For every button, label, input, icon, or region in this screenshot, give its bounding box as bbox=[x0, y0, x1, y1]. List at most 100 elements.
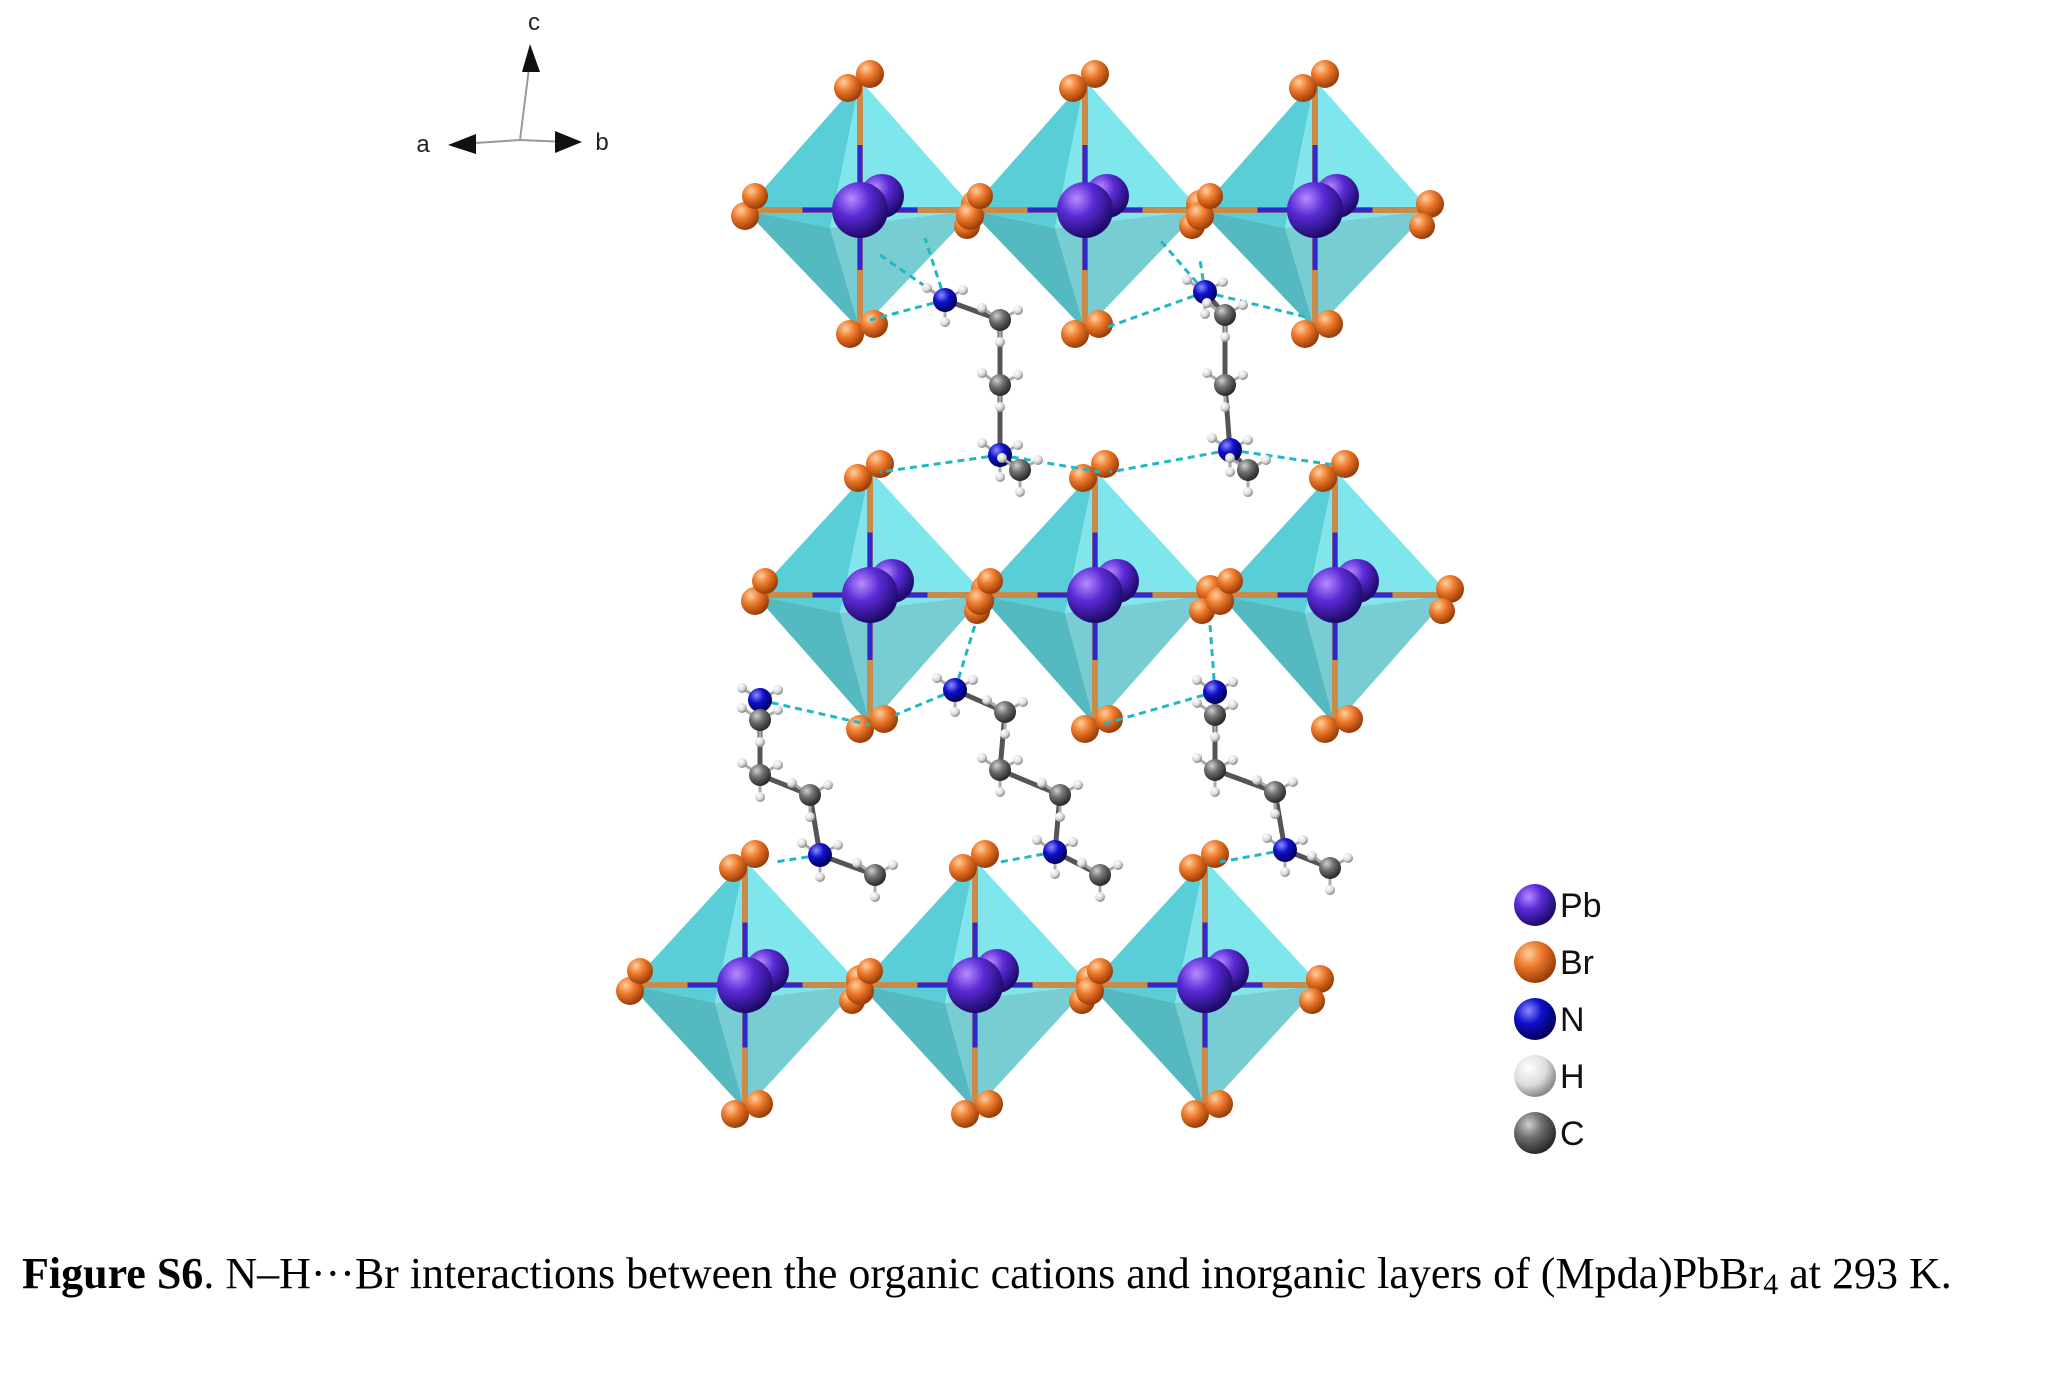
h-atom bbox=[1013, 440, 1023, 450]
br-atom bbox=[1289, 74, 1317, 102]
br-atom bbox=[1206, 587, 1234, 615]
legend-swatch-br bbox=[1514, 941, 1556, 983]
br-atom bbox=[967, 183, 993, 209]
n-h-br-interaction bbox=[879, 453, 1001, 474]
n-h-br-interaction bbox=[1229, 448, 1336, 467]
br-atom bbox=[741, 840, 769, 868]
pb-atom bbox=[1067, 567, 1123, 623]
n-atom bbox=[808, 843, 832, 867]
h-atom bbox=[977, 368, 987, 378]
c-axis-arrow-icon bbox=[522, 44, 540, 72]
br-atom bbox=[1095, 705, 1123, 733]
h-atom bbox=[815, 872, 825, 882]
legend-item-c: C bbox=[1514, 1112, 1585, 1154]
br-atom bbox=[860, 310, 888, 338]
h-atom bbox=[755, 792, 765, 802]
br-atom bbox=[956, 202, 984, 230]
h-atom bbox=[773, 685, 783, 695]
h-atom bbox=[1018, 697, 1028, 707]
br-atom bbox=[856, 60, 884, 88]
c-atom bbox=[994, 701, 1016, 723]
a-axis-label: a bbox=[416, 131, 430, 158]
pb-atom bbox=[1307, 567, 1363, 623]
legend-label: N bbox=[1560, 1001, 1585, 1039]
h-atom bbox=[1238, 300, 1248, 310]
br-atom bbox=[752, 568, 778, 594]
h-atom bbox=[870, 892, 880, 902]
h-atom bbox=[1228, 677, 1238, 687]
legend-item-br: Br bbox=[1514, 941, 1594, 983]
mpda-cation bbox=[1182, 275, 1271, 497]
h-atom bbox=[797, 838, 807, 848]
n-h-br-interaction bbox=[759, 698, 871, 727]
h-atom bbox=[1200, 309, 1210, 319]
br-atom bbox=[1335, 705, 1363, 733]
h-atom bbox=[888, 860, 898, 870]
br-atom bbox=[741, 587, 769, 615]
br-atom bbox=[951, 1100, 979, 1128]
octahedron-face bbox=[1200, 80, 1315, 228]
pbbr6-octahedron bbox=[616, 840, 874, 1128]
octahedron-face bbox=[1055, 210, 1200, 330]
br-atom bbox=[1416, 190, 1444, 218]
a-axis-arrow-icon bbox=[448, 134, 476, 154]
c-atom bbox=[864, 864, 886, 886]
h-atom bbox=[1238, 370, 1248, 380]
h-atom bbox=[977, 303, 987, 313]
pb-atom bbox=[1177, 957, 1233, 1013]
h-atom bbox=[950, 707, 960, 717]
h-atom bbox=[787, 778, 797, 788]
h-atom bbox=[1261, 455, 1271, 465]
atom-legend: Pb Br NHC bbox=[1514, 884, 1602, 1154]
h-atom bbox=[1013, 755, 1023, 765]
legend-swatch-n bbox=[1514, 998, 1556, 1040]
br-atom bbox=[1186, 202, 1214, 230]
legend-swatch-c bbox=[1514, 1112, 1556, 1154]
h-atom bbox=[1037, 778, 1047, 788]
h-atom bbox=[1073, 780, 1083, 790]
br-atom bbox=[1069, 464, 1097, 492]
h-atom bbox=[1243, 487, 1253, 497]
h-atom bbox=[1288, 777, 1298, 787]
h-atom bbox=[1192, 753, 1202, 763]
h-atom bbox=[940, 317, 950, 327]
br-atom bbox=[1311, 60, 1339, 88]
pbbr6-octahedron bbox=[956, 60, 1214, 348]
n-atom bbox=[748, 688, 772, 712]
br-atom bbox=[1201, 840, 1229, 868]
pb-atom bbox=[1287, 182, 1343, 238]
h-atom bbox=[833, 840, 843, 850]
br-atom bbox=[1311, 715, 1339, 743]
octahedron-face bbox=[945, 985, 1090, 1110]
h-atom bbox=[922, 283, 932, 293]
octahedron-face bbox=[630, 985, 745, 1110]
h-atom bbox=[1113, 860, 1123, 870]
br-atom bbox=[1217, 568, 1243, 594]
pbbr6-octahedron bbox=[731, 60, 989, 348]
h-atom bbox=[737, 683, 747, 693]
c-axis-label: c bbox=[528, 9, 540, 36]
br-atom bbox=[1087, 958, 1113, 984]
h-atom bbox=[1202, 368, 1212, 378]
h-atom bbox=[773, 760, 783, 770]
h-atom bbox=[995, 337, 1005, 347]
br-atom bbox=[627, 958, 653, 984]
octahedron-face bbox=[745, 80, 860, 228]
legend-label: Br bbox=[1560, 944, 1594, 982]
h-atom bbox=[1068, 837, 1078, 847]
br-atom bbox=[1429, 598, 1455, 624]
pb-atom bbox=[832, 182, 888, 238]
h-atom bbox=[977, 753, 987, 763]
h-atom bbox=[1307, 851, 1317, 861]
br-atom bbox=[1309, 464, 1337, 492]
h-atom bbox=[1050, 869, 1060, 879]
caption-label: Figure S6 bbox=[22, 1249, 204, 1298]
h-atom bbox=[995, 787, 1005, 797]
h-atom bbox=[1262, 833, 1272, 843]
caption-subscript: 4 bbox=[1763, 1268, 1779, 1301]
hydrogen-bonds bbox=[759, 237, 1336, 864]
h-atom bbox=[1000, 729, 1010, 739]
n-h-br-interaction bbox=[869, 298, 946, 322]
octahedron-face bbox=[745, 210, 860, 330]
br-atom bbox=[731, 202, 759, 230]
